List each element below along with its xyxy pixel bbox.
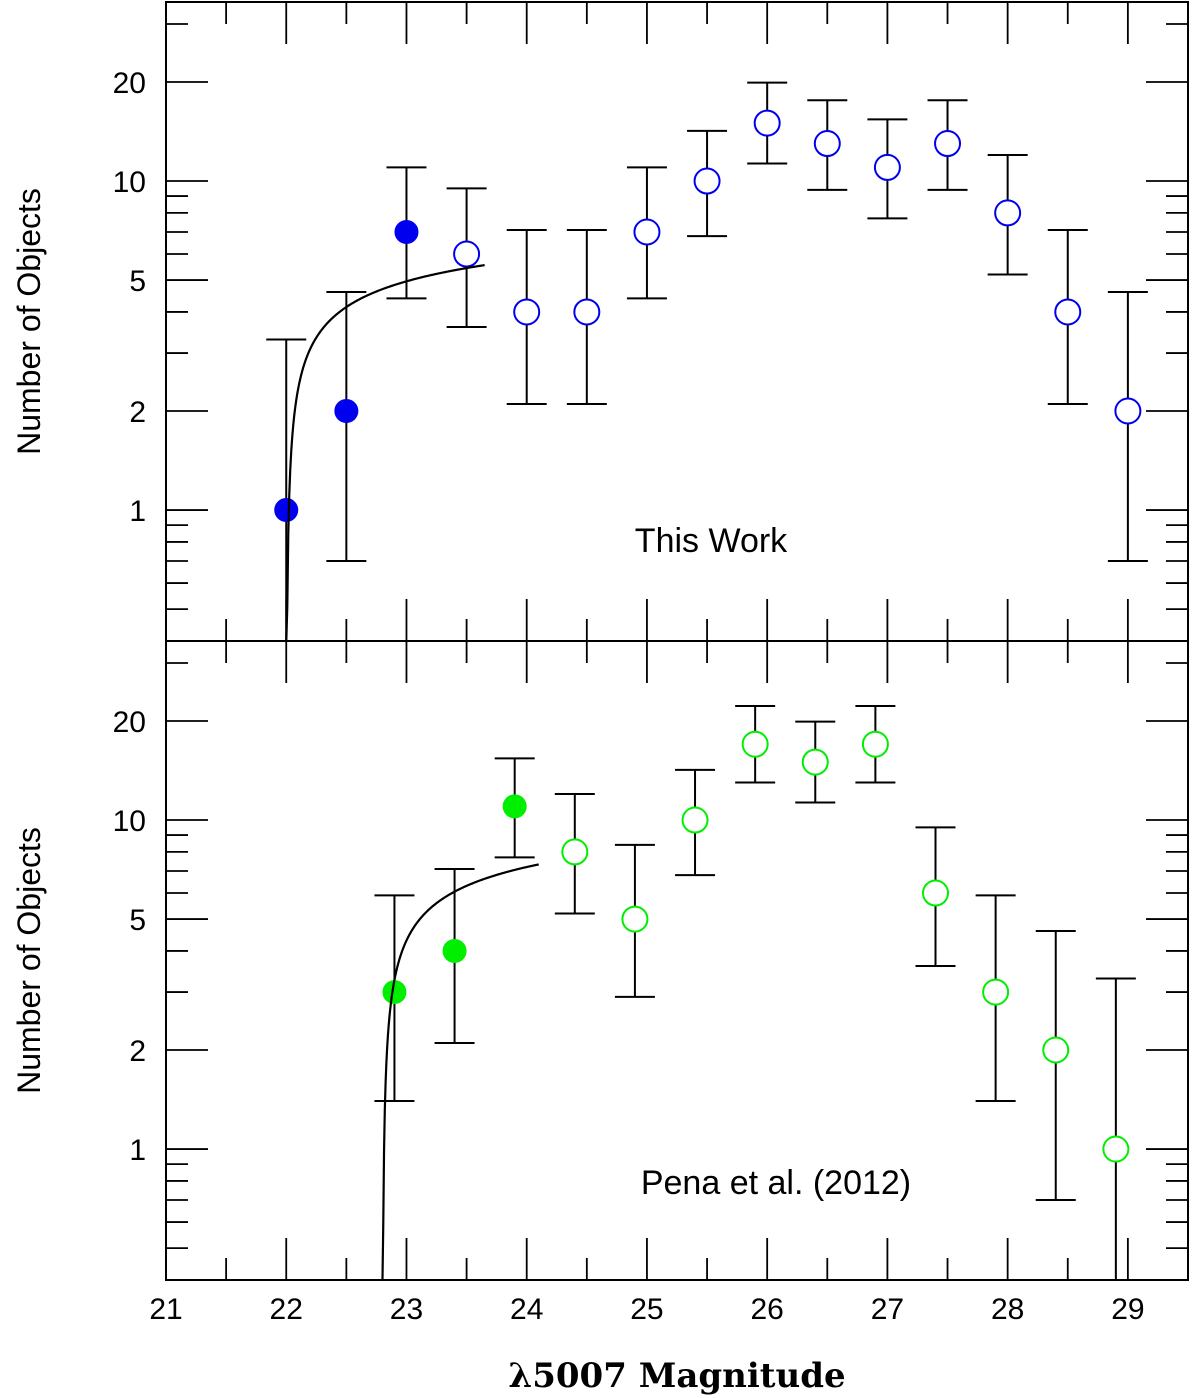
data-point-open — [621, 905, 649, 933]
data-point-open — [861, 730, 889, 758]
y-tick-label: 10 — [113, 805, 146, 838]
data-point-filled — [502, 794, 527, 819]
data-point-open — [753, 109, 781, 137]
x-tick-label: 26 — [750, 1293, 783, 1326]
data-point-open — [1114, 397, 1142, 425]
panel-top: 1 2 5 10 20 Number of Objects This Work — [11, 2, 1188, 642]
fit-curve — [381, 863, 539, 1281]
data-point-open — [994, 199, 1022, 227]
data-point-filled — [442, 938, 467, 963]
x-axis-title: λ5007 Magnitude — [508, 1356, 845, 1396]
x-tick-label: 24 — [510, 1293, 543, 1326]
data-point-open — [513, 298, 541, 326]
y-tick-label: 2 — [129, 396, 146, 429]
fit-curve — [285, 264, 485, 642]
y-axis-title: Number of Objects — [11, 827, 47, 1094]
y-tick-label: 10 — [113, 166, 146, 199]
y-tick-label: 1 — [129, 495, 146, 528]
y-tick-label: 5 — [129, 265, 146, 298]
x-tick-label: 28 — [991, 1293, 1024, 1326]
y-tick-label: 5 — [129, 904, 146, 937]
data-point-open — [982, 978, 1010, 1006]
data-point-open — [1102, 1135, 1130, 1163]
data-point-open — [1054, 298, 1082, 326]
data-point-open — [453, 240, 481, 268]
data-point-open — [741, 730, 769, 758]
x-tick-label: 22 — [270, 1293, 303, 1326]
y-tick-label: 20 — [113, 706, 146, 739]
data-point-open — [1042, 1036, 1070, 1064]
y-axis-title: Number of Objects — [11, 188, 47, 455]
panel-annotation: Pena et al. (2012) — [641, 1164, 911, 1202]
data-point-open — [693, 167, 721, 195]
x-tick-label: 29 — [1111, 1293, 1144, 1326]
data-point-open — [801, 748, 829, 776]
data-point-open — [681, 806, 709, 834]
x-tick-label: 21 — [149, 1293, 182, 1326]
x-tick-label: 25 — [630, 1293, 663, 1326]
data-point-filled — [274, 498, 299, 523]
data-point-open — [813, 130, 841, 158]
y-tick-label: 20 — [113, 67, 146, 100]
panel-bottom: 1 2 5 10 20 Number of Objects Pena et al. (201… — [11, 641, 1188, 1281]
data-point-open — [573, 298, 601, 326]
y-tick-label: 2 — [129, 1035, 146, 1068]
data-point-open — [922, 879, 950, 907]
data-point-open — [873, 153, 901, 181]
data-point-open — [561, 838, 589, 866]
y-tick-label: 1 — [129, 1134, 146, 1167]
data-point-open — [633, 218, 661, 246]
data-point-filled — [394, 219, 419, 244]
data-point-filled — [334, 399, 359, 424]
x-tick-label: 23 — [390, 1293, 423, 1326]
data-point-open — [934, 130, 962, 158]
x-tick-label: 27 — [871, 1293, 904, 1326]
panel-annotation: This Work — [635, 522, 788, 560]
